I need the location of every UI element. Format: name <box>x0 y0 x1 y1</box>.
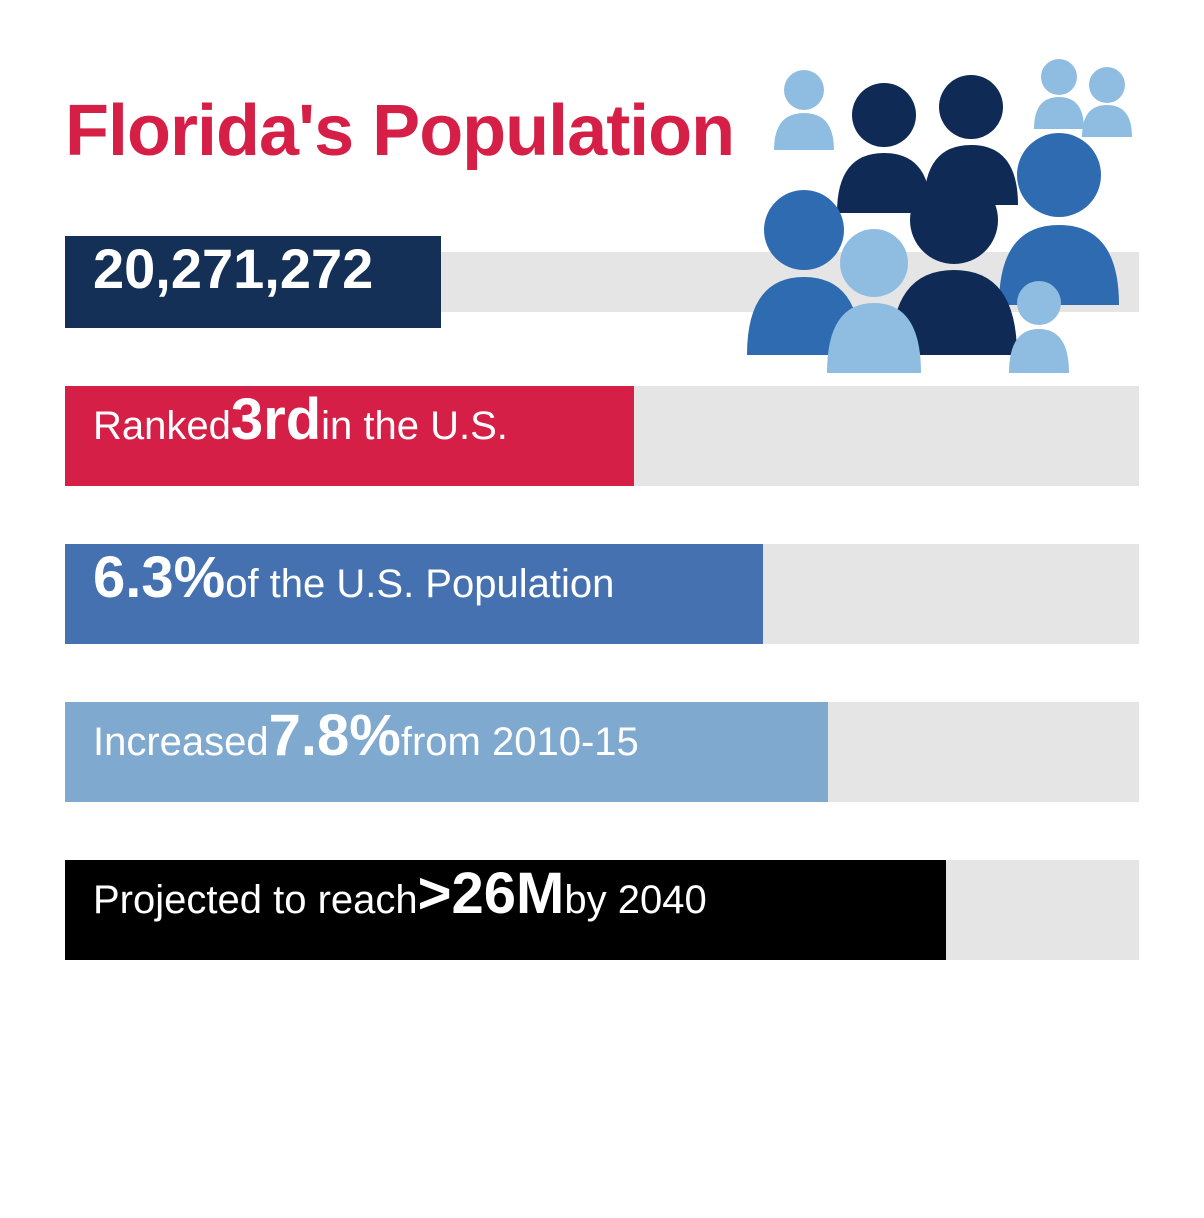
bar-row: Projected to reach >26M by 2040 <box>65 860 1139 960</box>
bar-text-part: from 2010-15 <box>401 720 639 765</box>
bar-text-part: Increased <box>93 720 269 765</box>
bar-row: Increased 7.8% from 2010-15 <box>65 702 1139 802</box>
bar-text-part: of the U.S. Population <box>225 562 614 607</box>
bar-fill: 6.3% of the U.S. Population <box>65 544 763 644</box>
bar-fill: Projected to reach >26M by 2040 <box>65 860 946 960</box>
bar-fill: Increased 7.8% from 2010-15 <box>65 702 828 802</box>
bar-fill: Ranked 3rd in the U.S. <box>65 386 634 486</box>
bar-text-part: 7.8% <box>269 702 401 769</box>
bar-text-part: in the U.S. <box>321 404 508 449</box>
bar-fill: 20,271,272 <box>65 236 441 328</box>
bar-text-part: Projected to reach <box>93 878 418 923</box>
bar-text-part: 6.3% <box>93 544 225 611</box>
bar-text-part: by 2040 <box>564 878 706 923</box>
bar-row: 6.3% of the U.S. Population <box>65 544 1139 644</box>
people-cluster-icon <box>709 55 1149 375</box>
bar-row: Ranked 3rd in the U.S. <box>65 386 1139 486</box>
bar-text-part: 20,271,272 <box>93 236 373 301</box>
bar-text-part: 3rd <box>231 386 321 453</box>
bar-text-part: >26M <box>418 860 565 927</box>
bar-text-part: Ranked <box>93 404 231 449</box>
